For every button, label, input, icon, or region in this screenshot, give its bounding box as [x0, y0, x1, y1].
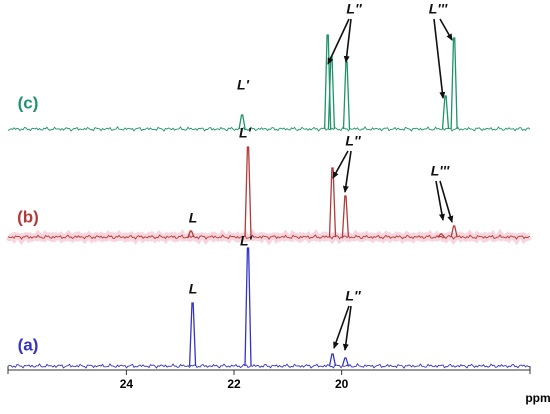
x-axis-label: ppm [525, 391, 550, 405]
peak [238, 114, 246, 130]
peak [328, 167, 337, 238]
peak [328, 353, 337, 367]
peak [341, 357, 350, 367]
peak [441, 95, 450, 130]
series-label: (b) [17, 207, 39, 226]
peak [450, 37, 458, 130]
baseline [7, 234, 531, 241]
x-tick-label: 20 [335, 377, 349, 391]
annotation: L' [239, 125, 252, 141]
peak [188, 302, 197, 367]
annotation: L''' [429, 1, 448, 17]
series-label: (a) [18, 335, 39, 354]
x-tick-label: 24 [120, 377, 134, 391]
arrows [327, 18, 454, 351]
peak [437, 233, 445, 238]
peak [342, 61, 351, 130]
annotation: L [189, 210, 198, 226]
annotation: L'' [345, 288, 361, 304]
annotation: L'' [346, 1, 362, 17]
peak [341, 195, 350, 238]
series-label: (c) [18, 93, 39, 112]
baseline [7, 362, 531, 369]
annotation: L [189, 281, 198, 297]
annotation: L' [240, 233, 253, 249]
peak [450, 225, 458, 238]
peak [187, 230, 195, 238]
peak [244, 247, 252, 367]
annotation: L''' [431, 163, 450, 179]
x-tick-label: 22 [227, 377, 241, 391]
annotation: L'' [345, 133, 361, 149]
annotation: L' [237, 77, 250, 93]
peak [244, 146, 252, 238]
